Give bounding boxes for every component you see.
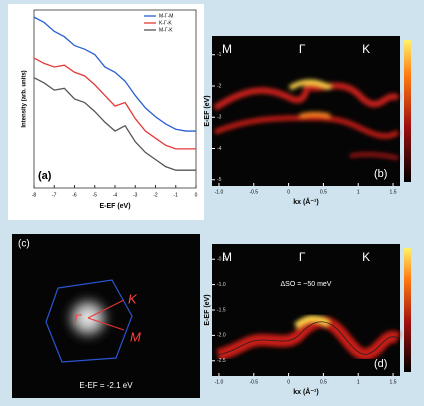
- x-tick-label: 0: [287, 379, 290, 385]
- fit-line: [217, 321, 399, 356]
- k-point: K: [362, 250, 370, 264]
- x-tick-label: 1: [357, 379, 360, 385]
- colorbar: [404, 40, 411, 182]
- colorbar: [404, 248, 411, 372]
- y-tick-label: -1: [217, 52, 222, 58]
- panel-label: (c): [18, 239, 30, 250]
- x-tick-label: -6: [72, 192, 77, 198]
- x-tick-label: -8: [32, 192, 37, 198]
- x-axis-label: kx (Å⁻¹): [293, 197, 318, 206]
- x-axis-label: E-EF (eV): [99, 203, 130, 210]
- x-tick-label: -0.5: [249, 379, 258, 385]
- legend-label: M-Γ-M: [159, 13, 173, 19]
- x-tick-label: -1.0: [215, 379, 224, 385]
- k-point: K: [362, 42, 370, 56]
- legend-label: M-Γ-K: [159, 27, 173, 33]
- bz-map: [45, 279, 133, 363]
- y-tick-label: -5: [217, 177, 222, 183]
- x-tick-label: 1: [357, 189, 360, 195]
- y-axis-label: E-EF (eV): [204, 95, 211, 126]
- x-tick-label: 0: [195, 192, 198, 198]
- x-axis-label: kx (Å⁻¹): [293, 387, 318, 396]
- x-tick-label: -1: [174, 192, 179, 198]
- bands: [213, 79, 400, 160]
- legend-label: K-Γ-K: [159, 20, 172, 26]
- series-line: [33, 57, 196, 150]
- panel-label: (a): [38, 170, 52, 182]
- y-tick-label: -3: [217, 115, 222, 121]
- y-tick-label: -1.0: [217, 282, 226, 288]
- x-tick-label: 0: [287, 189, 290, 195]
- x-tick-label: -2: [153, 192, 158, 198]
- x-tick-label: 0.5: [320, 189, 327, 195]
- x-tick-label: 0.5: [320, 379, 327, 385]
- y-tick-label: -4: [217, 146, 222, 152]
- y-axis-label: E-EF (eV): [204, 294, 211, 325]
- y-axis-label: Intensity (arb. units): [22, 70, 28, 127]
- x-tick-label: -1.0: [215, 189, 224, 195]
- y-tick-label: -0.5: [217, 257, 226, 263]
- k-point: Γ: [74, 311, 82, 326]
- panel-a-bg: [8, 4, 204, 220]
- k-point: Γ: [299, 250, 306, 264]
- x-tick-label: -3: [133, 192, 138, 198]
- x-tick-label: -4: [113, 192, 118, 198]
- y-tick-label: -2: [217, 83, 222, 89]
- panel-label: (d): [374, 358, 387, 370]
- x-tick-label: 1.5: [390, 189, 397, 195]
- series-line: [33, 77, 196, 171]
- y-tick-label: -1.5: [217, 307, 226, 313]
- series-line: [33, 16, 196, 132]
- caption: E-EF = -2.1 eV: [79, 381, 133, 390]
- k-point: M: [130, 329, 141, 344]
- k-point: M: [222, 42, 232, 56]
- k-point: Γ: [299, 42, 306, 56]
- x-tick-label: -7: [52, 192, 57, 198]
- panel-label: (b): [374, 168, 387, 180]
- y-tick-label: -2.0: [217, 333, 226, 339]
- x-tick-label: 1.5: [390, 379, 397, 385]
- annotation: ΔSO = ~50 meV: [281, 281, 332, 288]
- y-tick-label: -2.5: [217, 358, 226, 364]
- x-tick-label: -0.5: [249, 189, 258, 195]
- k-point: M: [222, 250, 232, 264]
- k-point: K: [128, 291, 138, 306]
- x-tick-label: -5: [93, 192, 98, 198]
- panel-b-bg: [212, 36, 400, 186]
